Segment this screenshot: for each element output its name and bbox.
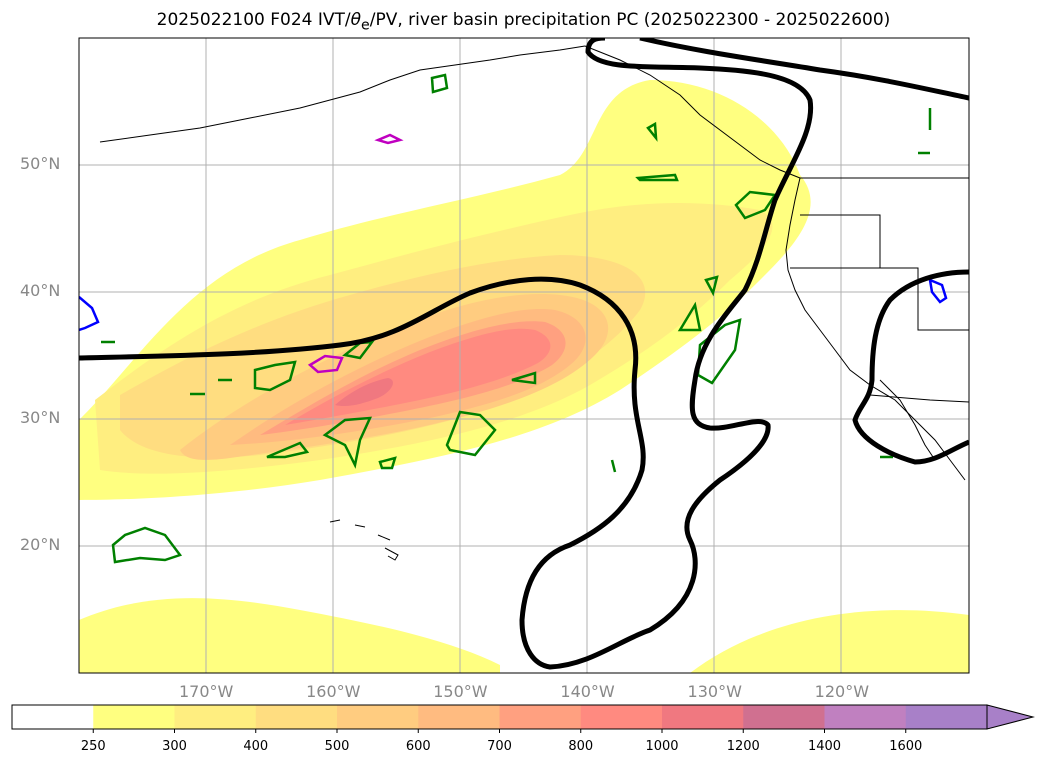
theta-e-contour xyxy=(511,371,537,385)
pv-contour-north xyxy=(79,38,814,670)
lon-tick-label: 170°W xyxy=(178,682,234,701)
magenta-contours xyxy=(307,133,404,374)
theta-e-contour xyxy=(378,456,397,470)
lon-tick-label: 130°W xyxy=(687,682,742,701)
theta-e-contour xyxy=(734,190,778,220)
colorbar-tick-label: 700 xyxy=(487,739,512,754)
magenta-contour xyxy=(307,354,344,374)
colorbar-segment xyxy=(499,705,582,729)
colorbar-segment xyxy=(174,705,257,729)
theta-e-contours xyxy=(101,73,932,564)
lon-tick-label: 140°W xyxy=(560,682,615,701)
theta-e-contour xyxy=(704,275,719,297)
ivt-band-1000 xyxy=(335,378,393,407)
pv-contour-ridge xyxy=(639,38,969,101)
title-theta: θ xyxy=(350,10,362,30)
lon-tick-label: 120°W xyxy=(814,682,870,701)
colorbar-tick-label: 1600 xyxy=(889,739,923,754)
lon-tick-label: 160°W xyxy=(306,682,361,701)
theta-e-contour xyxy=(610,459,617,473)
colorbar-tick-label: 1000 xyxy=(645,739,679,754)
lat-tick-label: 50°N xyxy=(20,154,61,173)
colorbar-tick-label: 500 xyxy=(324,739,350,754)
colorbar-segment xyxy=(93,705,175,729)
lat-tick-label: 30°N xyxy=(20,408,61,427)
theta-e-contour xyxy=(342,340,375,360)
pv-contour-east xyxy=(852,269,969,465)
blue-contour xyxy=(928,277,948,304)
lat-tick-label: 20°N xyxy=(20,535,61,554)
us-west-coast xyxy=(785,177,966,481)
colorbar-segment xyxy=(580,705,663,729)
colorbar-extend-arrow xyxy=(986,704,1035,730)
blue-contour xyxy=(79,296,100,332)
lat-tick-label: 40°N xyxy=(20,281,61,300)
blue-contours xyxy=(79,277,948,332)
colorbar-segment xyxy=(255,705,338,729)
baja-coast xyxy=(879,379,936,461)
theta-e-contour xyxy=(111,526,183,564)
colorbar-segment xyxy=(337,705,419,729)
colorbar-segment xyxy=(824,705,907,729)
colorbar-tick-label: 1200 xyxy=(726,739,760,754)
theta-e-contour xyxy=(266,441,310,459)
theta-e-contour xyxy=(646,121,658,142)
map-frame xyxy=(78,37,970,674)
colorbar-segment xyxy=(12,705,94,729)
colorbar-segment xyxy=(662,705,744,729)
theta-e-contour xyxy=(253,360,297,392)
colorbar-segment xyxy=(743,705,825,729)
theta-e-contour xyxy=(322,416,373,469)
ivt-band-250-south xyxy=(79,598,500,673)
us-state-border-1 xyxy=(790,214,881,269)
theta-e-contour xyxy=(635,173,679,182)
us-mexico-border xyxy=(869,394,969,403)
hawaii-islands xyxy=(329,519,399,561)
colorbar-tick-label: 800 xyxy=(568,739,594,754)
map-title: 2025022100 F024 IVT/θe/PV, river basin p… xyxy=(156,10,891,34)
theta-e-contour xyxy=(677,301,702,332)
colorbar xyxy=(11,704,1035,733)
colorbar-tick-label: 1400 xyxy=(807,739,842,754)
colorbar-segment xyxy=(905,705,988,729)
us-state-border-2 xyxy=(880,267,969,331)
title-theta-subscript: e xyxy=(361,17,370,34)
ivt-band-250-southeast xyxy=(690,610,969,673)
colorbar-segment xyxy=(418,705,500,729)
colorbar-tick-label: 300 xyxy=(162,739,187,754)
colorbar-tick-label: 600 xyxy=(405,739,431,754)
pv-contours xyxy=(79,38,969,670)
theta-e-contour xyxy=(430,73,449,94)
lon-tick-label: 150°W xyxy=(433,682,488,701)
aleutian-coast xyxy=(99,45,586,143)
ivt-shading xyxy=(79,80,969,673)
colorbar-tick-label: 250 xyxy=(80,739,106,754)
theta-e-contour xyxy=(445,410,497,457)
magenta-contour xyxy=(374,133,404,145)
colorbar-tick-label: 400 xyxy=(243,739,269,754)
